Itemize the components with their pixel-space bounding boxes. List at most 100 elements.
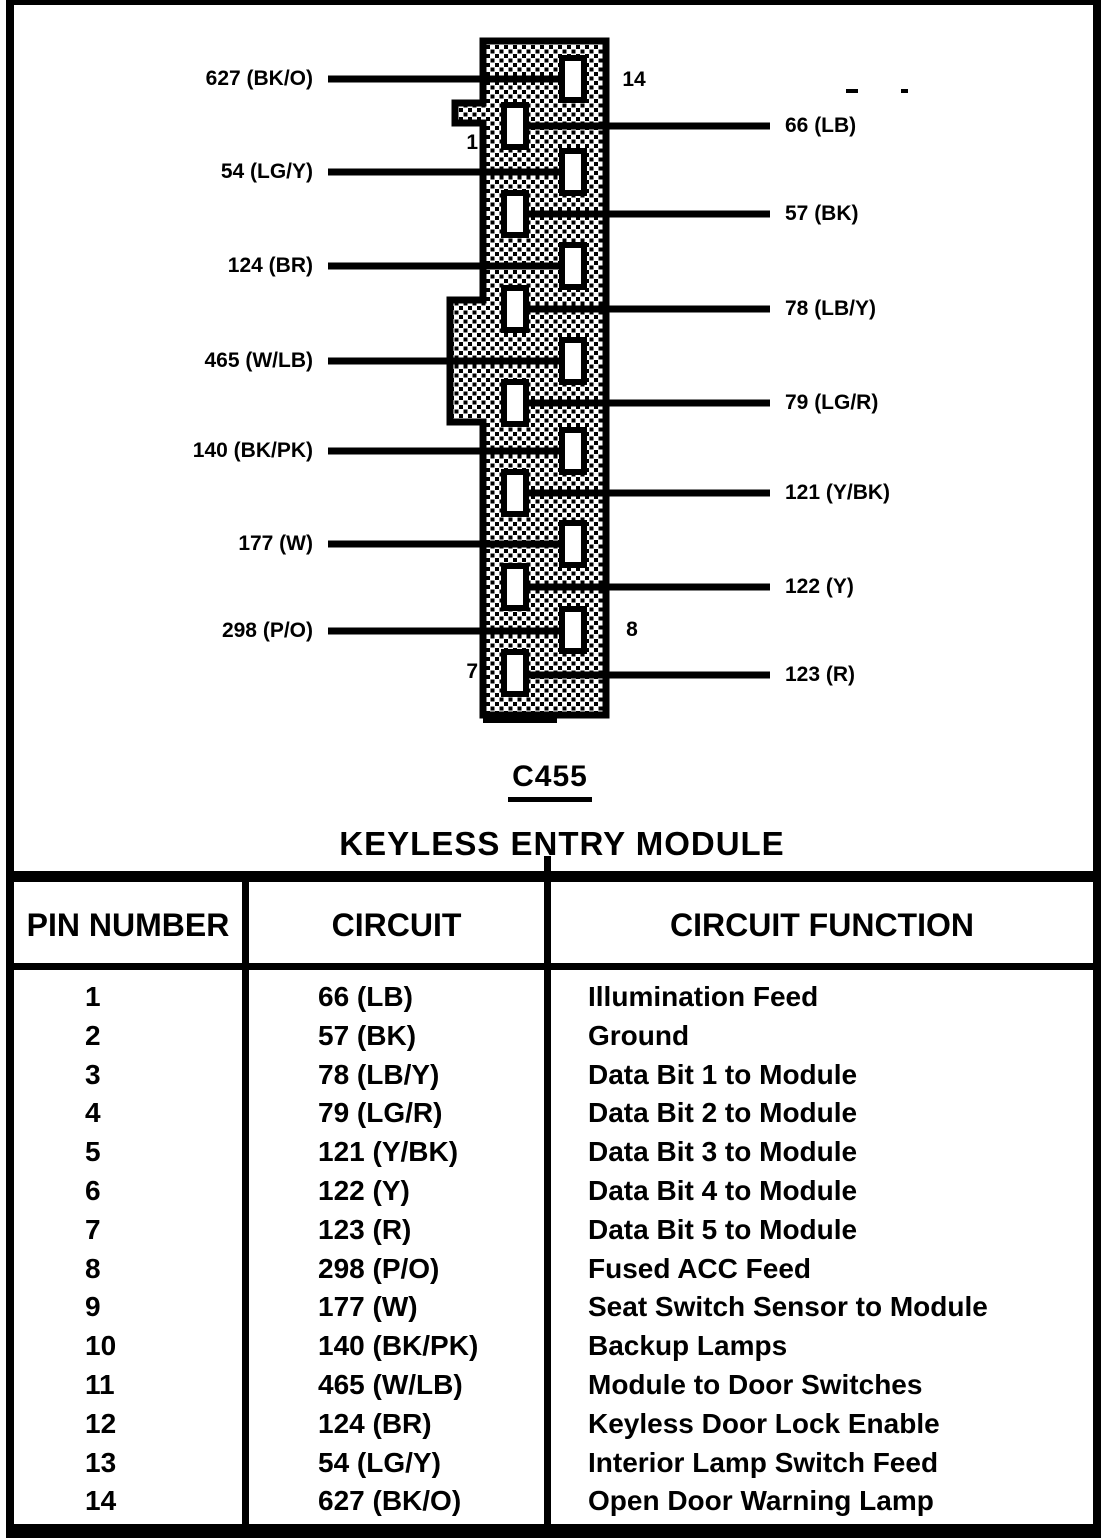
table-row: 3 78 (LB/Y) Data Bit 1 to Module <box>14 1056 1093 1095</box>
circuit-cell: 122 (Y) <box>318 1174 410 1206</box>
circuit-function-cell: Data Bit 5 to Module <box>588 1213 858 1245</box>
pin-table: 1 66 (LB) Illumination Feed 2 57 (BK) Gr… <box>14 978 1093 1521</box>
connector-id-wrap: C455 <box>0 760 1100 802</box>
circuit-cell: 121 (Y/BK) <box>318 1136 459 1168</box>
pin-slot-3 <box>501 285 529 333</box>
wire-label-left: 140 (BK/PK) <box>192 439 313 462</box>
module-title: KEYLESS ENTRY MODULE <box>339 825 785 862</box>
pin-slot-10 <box>559 427 587 475</box>
page-border-right <box>1093 0 1101 1538</box>
circuit-function-cell: Interior Lamp Switch Feed <box>588 1446 939 1478</box>
table-row: 13 54 (LG/Y) Interior Lamp Switch Feed <box>14 1444 1093 1483</box>
pin-number-cell: 2 <box>85 1019 101 1051</box>
pin-marker-8: 8 <box>626 618 638 641</box>
pin-number-cell: 12 <box>85 1407 117 1439</box>
page-border-bottom <box>6 1524 1101 1538</box>
wire-leader-lines-right <box>522 122 770 679</box>
pin-slot-4 <box>501 379 529 427</box>
column-header-circuit: CIRCUIT <box>331 907 462 943</box>
circuit-cell: 627 (BK/O) <box>318 1485 462 1517</box>
table-row: 8 298 (P/O) Fused ACC Feed <box>14 1250 1093 1289</box>
column-header-circuit-function: CIRCUIT FUNCTION <box>670 907 974 943</box>
circuit-function-cell: Data Bit 4 to Module <box>588 1174 858 1206</box>
pin-slot-6 <box>501 563 529 611</box>
connector-id: C455 <box>508 760 592 802</box>
circuit-function-cell: Seat Switch Sensor to Module <box>588 1291 988 1323</box>
pin-number-cell: 4 <box>85 1097 101 1129</box>
table-row: 1 66 (LB) Illumination Feed <box>14 978 1093 1017</box>
circuit-cell: 140 (BK/PK) <box>318 1330 479 1362</box>
pin-marker-7: 7 <box>466 660 478 683</box>
wire-label-left: 124 (BR) <box>227 254 313 277</box>
circuit-function-cell: Keyless Door Lock Enable <box>588 1407 940 1439</box>
table-column-divider-1 <box>242 882 249 1524</box>
column-header-pin-number: PIN NUMBER <box>26 907 230 943</box>
circuit-function-cell: Backup Lamps <box>588 1330 788 1362</box>
wire-label-right: 123 (R) <box>785 663 856 686</box>
pin-number-cell: 8 <box>85 1252 101 1284</box>
pin-number-cell: 13 <box>85 1446 117 1478</box>
table-row: 6 122 (Y) Data Bit 4 to Module <box>14 1172 1093 1211</box>
table-row: 10 140 (BK/PK) Backup Lamps <box>14 1327 1093 1366</box>
pin-slot-11 <box>559 337 587 385</box>
pin-slot-8 <box>559 606 587 654</box>
pin-number-cell: 9 <box>85 1291 101 1323</box>
wire-label-left: 465 (W/LB) <box>204 349 313 372</box>
pin-number-cell: 11 <box>85 1368 115 1400</box>
circuit-cell: 123 (R) <box>318 1213 412 1245</box>
pin-slot-14 <box>559 55 587 103</box>
wire-label-left: 627 (BK/O) <box>205 67 313 90</box>
scan-artifact <box>846 89 858 93</box>
pin-column-left <box>501 102 529 697</box>
table-header-rule <box>14 963 1093 970</box>
table-column-divider-2 <box>544 856 551 1524</box>
table-row: 14 627 (BK/O) Open Door Warning Lamp <box>14 1482 1093 1521</box>
circuit-function-cell: Data Bit 2 to Module <box>588 1097 858 1129</box>
connector-diagram <box>328 37 908 723</box>
circuit-function-cell: Ground <box>588 1019 690 1051</box>
circuit-function-cell: Open Door Warning Lamp <box>588 1485 934 1517</box>
scan-artifact <box>901 89 908 93</box>
pin-slot-5 <box>501 469 529 517</box>
wire-label-left: 177 (W) <box>238 532 313 555</box>
pin-number-cell: 6 <box>85 1174 101 1206</box>
pin-marker-1: 1 <box>466 131 478 154</box>
wire-label-left: 298 (P/O) <box>221 619 313 642</box>
connector-bottom-lip <box>483 713 557 723</box>
pin-number-cell: 14 <box>85 1485 117 1517</box>
circuit-cell: 54 (LG/Y) <box>318 1446 441 1478</box>
pin-marker-14: 14 <box>622 68 646 91</box>
table-row: 12 124 (BR) Keyless Door Lock Enable <box>14 1405 1093 1444</box>
page-border-left <box>6 0 14 1538</box>
pin-slot-13 <box>559 148 587 196</box>
circuit-function-cell: Data Bit 1 to Module <box>588 1058 858 1090</box>
circuit-function-cell: Data Bit 3 to Module <box>588 1136 858 1168</box>
circuit-cell: 124 (BR) <box>318 1407 432 1439</box>
wire-label-right: 79 (LG/R) <box>785 391 879 414</box>
wire-label-right: 57 (BK) <box>785 202 859 225</box>
circuit-function-cell: Fused ACC Feed <box>588 1252 811 1284</box>
wire-label-right: 66 (LB) <box>785 114 857 137</box>
pin-slot-9 <box>559 520 587 568</box>
wire-label-right: 121 (Y/BK) <box>785 481 891 504</box>
circuit-cell: 57 (BK) <box>318 1019 417 1051</box>
table-row: 2 57 (BK) Ground <box>14 1017 1093 1056</box>
pin-slot-2 <box>501 190 529 238</box>
circuit-cell: 78 (LB/Y) <box>318 1058 440 1090</box>
table-row: 5 121 (Y/BK) Data Bit 3 to Module <box>14 1133 1093 1172</box>
circuit-cell: 465 (W/LB) <box>318 1368 463 1400</box>
circuit-cell: 66 (LB) <box>318 981 413 1012</box>
pin-number-cell: 5 <box>85 1136 101 1168</box>
table-top-rule <box>14 871 1093 882</box>
pin-number-cell: 7 <box>85 1213 101 1245</box>
pin-number-cell: 10 <box>85 1330 117 1362</box>
circuit-function-cell: Illumination Feed <box>588 981 819 1012</box>
table-row: 4 79 (LG/R) Data Bit 2 to Module <box>14 1094 1093 1133</box>
table-row: 7 123 (R) Data Bit 5 to Module <box>14 1211 1093 1250</box>
wire-label-right: 122 (Y) <box>785 575 854 598</box>
table-row: 9 177 (W) Seat Switch Sensor to Module <box>14 1288 1093 1327</box>
circuit-cell: 177 (W) <box>318 1291 418 1323</box>
table-row: 11 465 (W/LB) Module to Door Switches <box>14 1366 1093 1405</box>
wire-label-right: 78 (LB/Y) <box>785 297 877 320</box>
